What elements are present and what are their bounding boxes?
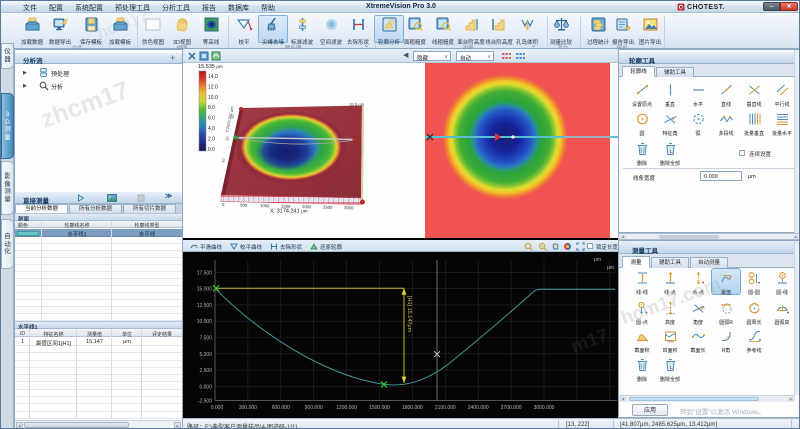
svg-text:1200.000: 1200.000 [336,405,357,411]
svg-text:2500: 2500 [323,205,333,211]
svg-text:0.000: 0.000 [211,405,224,411]
svg-text:Y:2623.241 μm: Y:2623.241 μm [224,105,235,133]
svg-text:15.5 μm: 15.5 μm [349,102,365,107]
svg-text:6.0: 6.0 [208,116,215,122]
svg-text:-2.500: -2.500 [198,399,212,405]
svg-text:1500: 1500 [281,204,291,210]
svg-text:3000: 3000 [344,205,354,211]
svg-text:L: L [670,365,673,370]
svg-text:30: 30 [230,114,235,119]
svg-text:15.000: 15.000 [197,287,213,293]
svg-text:600.000: 600.000 [272,405,290,411]
svg-text:2.500: 2.500 [199,368,212,374]
svg-text:μm: μm [594,257,601,263]
svg-text:12.500: 12.500 [197,303,213,309]
svg-text:900.000: 900.000 [305,405,323,411]
svg-text:1000: 1000 [260,203,270,209]
svg-text:2700.000: 2700.000 [501,405,522,411]
svg-text:5.000: 5.000 [199,352,212,358]
svg-text:300.000: 300.000 [239,405,257,411]
svg-text:2.0: 2.0 [208,136,215,142]
svg-text:2100.000: 2100.000 [435,405,456,411]
svg-text:10.000: 10.000 [197,319,213,325]
svg-text:0.0: 0.0 [208,147,215,153]
svg-text:L: L [670,149,673,154]
svg-text:4.0: 4.0 [208,126,215,132]
svg-text:12.0: 12.0 [208,84,218,90]
svg-text:20: 20 [225,136,230,141]
svg-text:0.000: 0.000 [199,384,212,390]
svg-text:15.535 μm: 15.535 μm [198,64,223,70]
svg-text:X: 3174.241 μm: X: 3174.241 μm [270,209,308,215]
svg-text:[H1] 15.147μm: [H1] 15.147μm [406,296,412,333]
svg-text:500: 500 [240,203,248,208]
svg-text:14.0: 14.0 [208,74,218,80]
svg-text:7.500: 7.500 [199,336,212,342]
svg-text:2000: 2000 [302,204,312,210]
svg-text:10.0: 10.0 [208,95,218,101]
svg-text:10: 10 [221,158,226,163]
svg-text:1800.000: 1800.000 [402,405,423,411]
svg-text:1500.000: 1500.000 [369,405,390,411]
svg-text:17.500: 17.500 [197,270,213,276]
svg-text:μm: μm [607,265,614,271]
svg-text:8.0: 8.0 [208,105,215,111]
svg-text:3000.000: 3000.000 [534,405,555,411]
svg-text:0: 0 [222,202,225,207]
svg-text:2400.000: 2400.000 [468,405,489,411]
